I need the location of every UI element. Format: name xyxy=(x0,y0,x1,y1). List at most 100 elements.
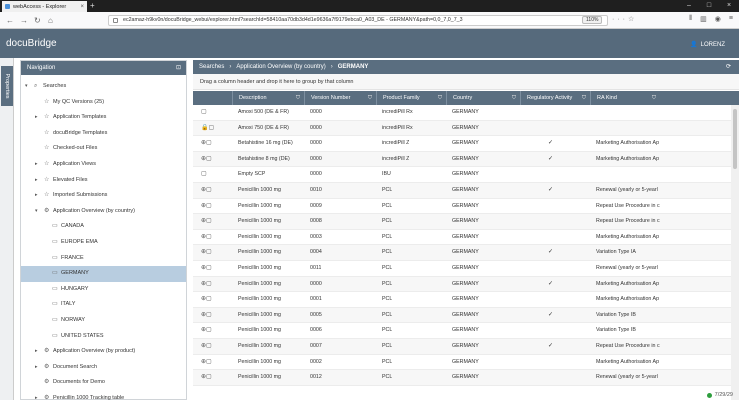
nav-item[interactable]: ▭CANADA xyxy=(21,219,186,235)
scrollbar-thumb[interactable] xyxy=(733,109,737,169)
cell-version: 0009 xyxy=(310,199,322,215)
nav-item[interactable]: ☆docuBridge Templates xyxy=(21,126,186,142)
column-header-label: Description xyxy=(239,95,267,101)
home-icon[interactable]: ⌂ xyxy=(48,16,53,25)
bookmark-star-icon[interactable]: ☆ xyxy=(628,16,637,23)
nav-item[interactable]: ☆My QC Versions (25) xyxy=(21,95,186,111)
menu-icon[interactable]: ≡ xyxy=(729,15,733,23)
cell-country: GERMANY xyxy=(452,183,479,199)
pin-icon[interactable]: ⊡ xyxy=(176,61,181,75)
breadcrumb-searches[interactable]: Searches xyxy=(199,64,224,70)
library-icon[interactable]: ⫴ xyxy=(689,15,692,23)
forward-icon[interactable]: → xyxy=(20,16,28,25)
expand-right-icon[interactable]: ▸ xyxy=(35,173,38,189)
nav-item[interactable]: ▸⚙Document Search xyxy=(21,360,186,376)
minimize-icon[interactable]: – xyxy=(679,0,699,12)
expand-down-icon[interactable]: ▾ xyxy=(25,79,28,95)
nav-item[interactable]: ▾⌕Searches xyxy=(21,79,186,95)
expand-right-icon[interactable]: ▸ xyxy=(35,360,38,376)
nav-item[interactable]: ▸☆Application Views xyxy=(21,157,186,173)
filter-icon[interactable]: ⛉ xyxy=(512,91,516,105)
expand-right-icon[interactable]: ▸ xyxy=(35,391,38,407)
browser-tab[interactable]: webAccess - Explorer × xyxy=(2,1,87,12)
nav-item[interactable]: ▸☆Elevated Files xyxy=(21,173,186,189)
expand-right-icon[interactable]: ▸ xyxy=(35,110,38,126)
back-icon[interactable]: ← xyxy=(6,16,14,25)
nav-item[interactable]: ⚙Documents for Demo xyxy=(21,375,186,391)
filter-icon[interactable]: ⛉ xyxy=(582,91,586,105)
grid-breadcrumb: Searches›Application Overview (by countr… xyxy=(193,60,739,74)
account-icon[interactable]: ◉ xyxy=(715,15,721,23)
column-header[interactable]: RA Kind⛉ xyxy=(590,91,660,105)
close-tab-icon[interactable]: × xyxy=(80,4,84,10)
breadcrumb-overview[interactable]: Application Overview (by country) xyxy=(236,64,325,70)
group-drop-zone[interactable]: Drag a column header and drop it here to… xyxy=(193,74,739,90)
refresh-icon[interactable]: ⟳ xyxy=(726,60,731,74)
nav-item[interactable]: ▾⚙Application Overview (by country) xyxy=(21,204,186,220)
filter-icon[interactable]: ⛉ xyxy=(652,91,656,105)
column-header[interactable]: Product Family⛉ xyxy=(376,91,446,105)
nav-item[interactable]: ▸☆Imported Submissions xyxy=(21,188,186,204)
column-header[interactable]: Regulatory Activity⛉ xyxy=(520,91,590,105)
nav-item[interactable]: ▭GERMANY xyxy=(21,266,186,282)
cell-version: 0006 xyxy=(310,323,322,339)
filter-icon[interactable]: ⛉ xyxy=(296,91,300,105)
expand-right-icon[interactable]: ▸ xyxy=(35,344,38,360)
expand-down-icon[interactable]: ▾ xyxy=(35,204,38,220)
row-status-icons: ⊕▢ xyxy=(201,136,212,152)
nav-item[interactable]: ▸⚙Penicillin 1000 Tracking table xyxy=(21,391,186,407)
zoom-indicator[interactable]: 110% xyxy=(582,16,602,24)
expand-right-icon[interactable]: ▸ xyxy=(35,157,38,173)
cell-regulatory-activity: ✓ xyxy=(548,245,553,261)
user-menu[interactable]: 👤 LORENZ xyxy=(690,41,725,48)
url-bar[interactable]: ec2amaz-h9kv0n/docuBridge_webui/explorer… xyxy=(108,15,608,26)
filter-icon[interactable]: ⛉ xyxy=(368,91,372,105)
reload-icon[interactable]: ↻ xyxy=(34,16,41,25)
more-actions-icon[interactable]: ··· xyxy=(612,16,628,23)
nav-item[interactable]: ▭EUROPE EMA xyxy=(21,235,186,251)
page-info-icon[interactable] xyxy=(113,18,118,23)
cell-product-family: PCL xyxy=(382,214,392,230)
maximize-icon[interactable]: □ xyxy=(699,0,719,12)
column-header[interactable]: Version Number⛉ xyxy=(304,91,376,105)
nav-node-icon: ⚙ xyxy=(44,344,49,360)
nav-item[interactable]: ▭FRANCE xyxy=(21,251,186,267)
nav-node-icon: ▭ xyxy=(52,235,58,251)
nav-item[interactable]: ▭UNITED STATES xyxy=(21,329,186,345)
nav-item[interactable]: ▸⚙Application Overview (by product) xyxy=(21,344,186,360)
nav-item[interactable]: ☆Checked-out Files xyxy=(21,141,186,157)
cell-country: GERMANY xyxy=(452,370,479,386)
sidebar-icon[interactable]: ▥ xyxy=(700,15,707,23)
new-tab-button[interactable]: + xyxy=(90,1,95,11)
vertical-scrollbar[interactable] xyxy=(731,105,739,400)
cell-version: 0011 xyxy=(310,261,321,277)
nav-item[interactable]: ▸☆Application Templates xyxy=(21,110,186,126)
expand-right-icon[interactable]: ▸ xyxy=(35,188,38,204)
nav-item[interactable]: ▭NORWAY xyxy=(21,313,186,329)
column-header[interactable]: Country⛉ xyxy=(446,91,520,105)
nav-item[interactable]: ▭ITALY xyxy=(21,297,186,313)
column-header[interactable]: Description ⛉ xyxy=(232,91,304,105)
close-window-icon[interactable]: × xyxy=(719,0,739,12)
nav-item[interactable]: ▭HUNGARY xyxy=(21,282,186,298)
filter-icon[interactable]: ⛉ xyxy=(438,91,442,105)
properties-side-tab[interactable]: Properties xyxy=(0,58,14,400)
